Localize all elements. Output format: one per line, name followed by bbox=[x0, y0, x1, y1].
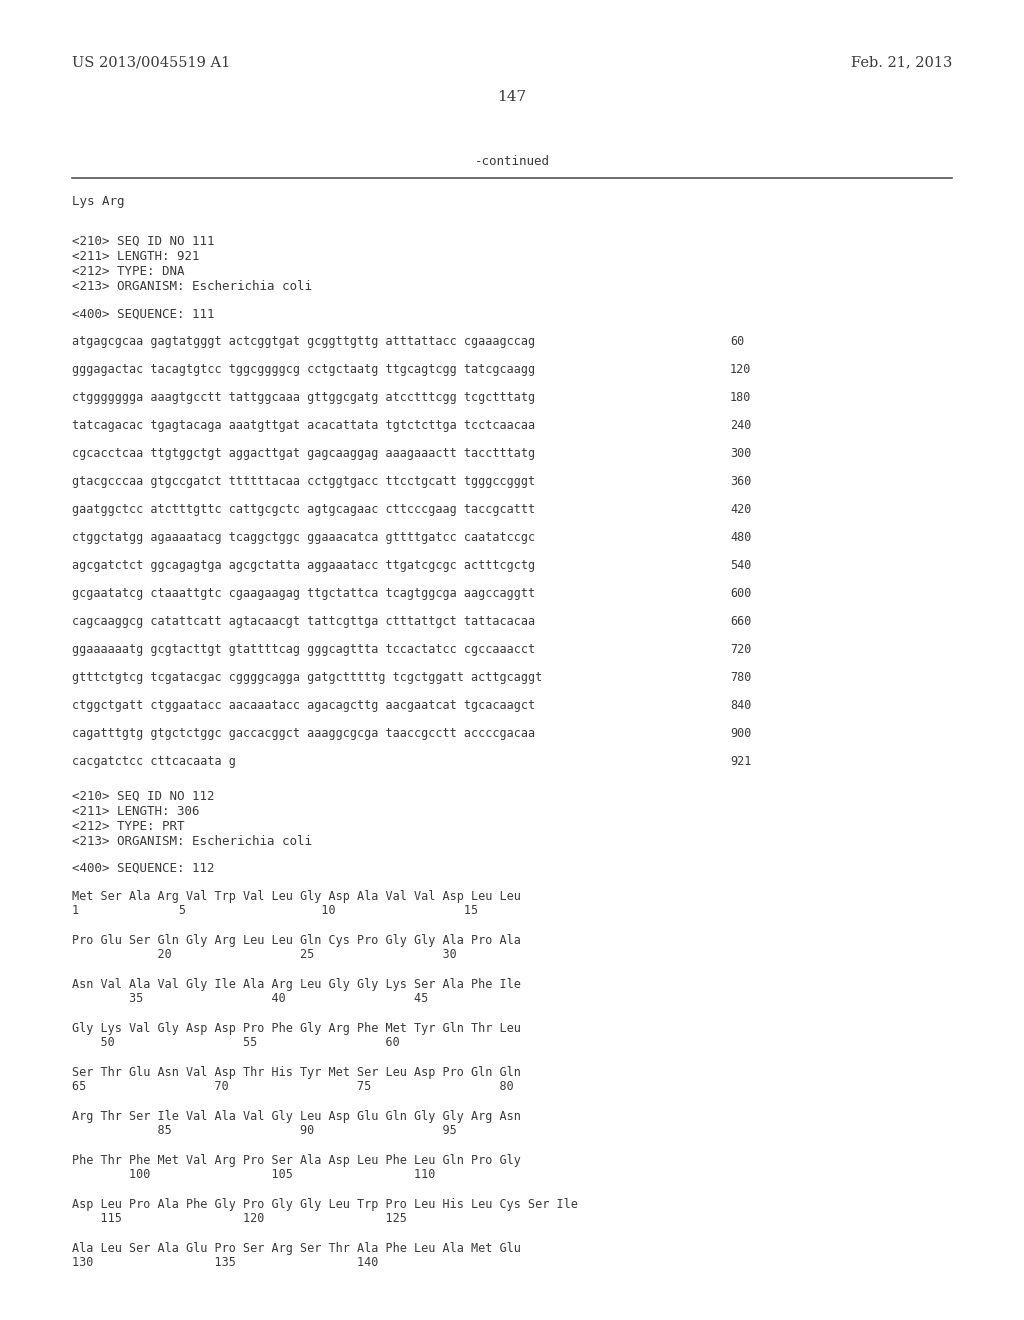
Text: tatcagacac tgagtacaga aaatgttgat acacattata tgtctcttga tcctcaacaa: tatcagacac tgagtacaga aaatgttgat acacatt… bbox=[72, 418, 536, 432]
Text: <210> SEQ ID NO 111: <210> SEQ ID NO 111 bbox=[72, 235, 214, 248]
Text: -continued: -continued bbox=[474, 154, 550, 168]
Text: 360: 360 bbox=[730, 475, 752, 488]
Text: ctggggggga aaagtgcctt tattggcaaa gttggcgatg atcctttcgg tcgctttatg: ctggggggga aaagtgcctt tattggcaaa gttggcg… bbox=[72, 391, 536, 404]
Text: Feb. 21, 2013: Feb. 21, 2013 bbox=[851, 55, 952, 69]
Text: cacgatctcc cttcacaata g: cacgatctcc cttcacaata g bbox=[72, 755, 236, 768]
Text: 35                  40                  45: 35 40 45 bbox=[72, 993, 428, 1005]
Text: <212> TYPE: PRT: <212> TYPE: PRT bbox=[72, 820, 184, 833]
Text: 180: 180 bbox=[730, 391, 752, 404]
Text: ctggctatgg agaaaatacg tcaggctggc ggaaacatca gttttgatcc caatatccgc: ctggctatgg agaaaatacg tcaggctggc ggaaaca… bbox=[72, 531, 536, 544]
Text: Arg Thr Ser Ile Val Ala Val Gly Leu Asp Glu Gln Gly Gly Arg Asn: Arg Thr Ser Ile Val Ala Val Gly Leu Asp … bbox=[72, 1110, 521, 1123]
Text: 147: 147 bbox=[498, 90, 526, 104]
Text: <213> ORGANISM: Escherichia coli: <213> ORGANISM: Escherichia coli bbox=[72, 836, 312, 847]
Text: 240: 240 bbox=[730, 418, 752, 432]
Text: 420: 420 bbox=[730, 503, 752, 516]
Text: 900: 900 bbox=[730, 727, 752, 741]
Text: <400> SEQUENCE: 112: <400> SEQUENCE: 112 bbox=[72, 862, 214, 875]
Text: 120: 120 bbox=[730, 363, 752, 376]
Text: 50                  55                  60: 50 55 60 bbox=[72, 1036, 399, 1049]
Text: gtttctgtcg tcgatacgac cggggcagga gatgctttttg tcgctggatt acttgcaggt: gtttctgtcg tcgatacgac cggggcagga gatgctt… bbox=[72, 671, 543, 684]
Text: 1              5                   10                  15: 1 5 10 15 bbox=[72, 904, 478, 917]
Text: 480: 480 bbox=[730, 531, 752, 544]
Text: agcgatctct ggcagagtga agcgctatta aggaaatacc ttgatcgcgc actttcgctg: agcgatctct ggcagagtga agcgctatta aggaaat… bbox=[72, 558, 536, 572]
Text: Lys Arg: Lys Arg bbox=[72, 195, 125, 209]
Text: 540: 540 bbox=[730, 558, 752, 572]
Text: gcgaatatcg ctaaattgtc cgaagaagag ttgctattca tcagtggcga aagccaggtt: gcgaatatcg ctaaattgtc cgaagaagag ttgctat… bbox=[72, 587, 536, 601]
Text: gggagactac tacagtgtcc tggcggggcg cctgctaatg ttgcagtcgg tatcgcaagg: gggagactac tacagtgtcc tggcggggcg cctgcta… bbox=[72, 363, 536, 376]
Text: Phe Thr Phe Met Val Arg Pro Ser Ala Asp Leu Phe Leu Gln Pro Gly: Phe Thr Phe Met Val Arg Pro Ser Ala Asp … bbox=[72, 1154, 521, 1167]
Text: US 2013/0045519 A1: US 2013/0045519 A1 bbox=[72, 55, 230, 69]
Text: Pro Glu Ser Gln Gly Arg Leu Leu Gln Cys Pro Gly Gly Ala Pro Ala: Pro Glu Ser Gln Gly Arg Leu Leu Gln Cys … bbox=[72, 935, 521, 946]
Text: 600: 600 bbox=[730, 587, 752, 601]
Text: <211> LENGTH: 921: <211> LENGTH: 921 bbox=[72, 249, 200, 263]
Text: 85                  90                  95: 85 90 95 bbox=[72, 1125, 457, 1137]
Text: Ala Leu Ser Ala Glu Pro Ser Arg Ser Thr Ala Phe Leu Ala Met Glu: Ala Leu Ser Ala Glu Pro Ser Arg Ser Thr … bbox=[72, 1242, 521, 1255]
Text: Ser Thr Glu Asn Val Asp Thr His Tyr Met Ser Leu Asp Pro Gln Gln: Ser Thr Glu Asn Val Asp Thr His Tyr Met … bbox=[72, 1067, 521, 1078]
Text: cagatttgtg gtgctctggc gaccacggct aaaggcgcga taaccgcctt accccgacaa: cagatttgtg gtgctctggc gaccacggct aaaggcg… bbox=[72, 727, 536, 741]
Text: Asp Leu Pro Ala Phe Gly Pro Gly Gly Leu Trp Pro Leu His Leu Cys Ser Ile: Asp Leu Pro Ala Phe Gly Pro Gly Gly Leu … bbox=[72, 1199, 578, 1210]
Text: 100                 105                 110: 100 105 110 bbox=[72, 1168, 435, 1181]
Text: cgcacctcaa ttgtggctgt aggacttgat gagcaaggag aaagaaactt tacctttatg: cgcacctcaa ttgtggctgt aggacttgat gagcaag… bbox=[72, 447, 536, 459]
Text: 65                  70                  75                  80: 65 70 75 80 bbox=[72, 1080, 514, 1093]
Text: 20                  25                  30: 20 25 30 bbox=[72, 948, 457, 961]
Text: <210> SEQ ID NO 112: <210> SEQ ID NO 112 bbox=[72, 789, 214, 803]
Text: 130                 135                 140: 130 135 140 bbox=[72, 1257, 379, 1269]
Text: 780: 780 bbox=[730, 671, 752, 684]
Text: ctggctgatt ctggaatacc aacaaatacc agacagcttg aacgaatcat tgcacaagct: ctggctgatt ctggaatacc aacaaatacc agacagc… bbox=[72, 700, 536, 711]
Text: gtacgcccaa gtgccgatct ttttttacaa cctggtgacc ttcctgcatt tgggccgggt: gtacgcccaa gtgccgatct ttttttacaa cctggtg… bbox=[72, 475, 536, 488]
Text: <211> LENGTH: 306: <211> LENGTH: 306 bbox=[72, 805, 200, 818]
Text: <400> SEQUENCE: 111: <400> SEQUENCE: 111 bbox=[72, 308, 214, 321]
Text: 720: 720 bbox=[730, 643, 752, 656]
Text: 60: 60 bbox=[730, 335, 744, 348]
Text: <212> TYPE: DNA: <212> TYPE: DNA bbox=[72, 265, 184, 279]
Text: 115                 120                 125: 115 120 125 bbox=[72, 1212, 407, 1225]
Text: 660: 660 bbox=[730, 615, 752, 628]
Text: ggaaaaaatg gcgtacttgt gtattttcag gggcagttta tccactatcc cgccaaacct: ggaaaaaatg gcgtacttgt gtattttcag gggcagt… bbox=[72, 643, 536, 656]
Text: cagcaaggcg catattcatt agtacaacgt tattcgttga ctttattgct tattacacaa: cagcaaggcg catattcatt agtacaacgt tattcgt… bbox=[72, 615, 536, 628]
Text: <213> ORGANISM: Escherichia coli: <213> ORGANISM: Escherichia coli bbox=[72, 280, 312, 293]
Text: gaatggctcc atctttgttc cattgcgctc agtgcagaac cttcccgaag taccgcattt: gaatggctcc atctttgttc cattgcgctc agtgcag… bbox=[72, 503, 536, 516]
Text: 921: 921 bbox=[730, 755, 752, 768]
Text: Met Ser Ala Arg Val Trp Val Leu Gly Asp Ala Val Val Asp Leu Leu: Met Ser Ala Arg Val Trp Val Leu Gly Asp … bbox=[72, 890, 521, 903]
Text: Gly Lys Val Gly Asp Asp Pro Phe Gly Arg Phe Met Tyr Gln Thr Leu: Gly Lys Val Gly Asp Asp Pro Phe Gly Arg … bbox=[72, 1022, 521, 1035]
Text: 840: 840 bbox=[730, 700, 752, 711]
Text: Asn Val Ala Val Gly Ile Ala Arg Leu Gly Gly Lys Ser Ala Phe Ile: Asn Val Ala Val Gly Ile Ala Arg Leu Gly … bbox=[72, 978, 521, 991]
Text: atgagcgcaa gagtatgggt actcggtgat gcggttgttg atttattacc cgaaagccag: atgagcgcaa gagtatgggt actcggtgat gcggttg… bbox=[72, 335, 536, 348]
Text: 300: 300 bbox=[730, 447, 752, 459]
